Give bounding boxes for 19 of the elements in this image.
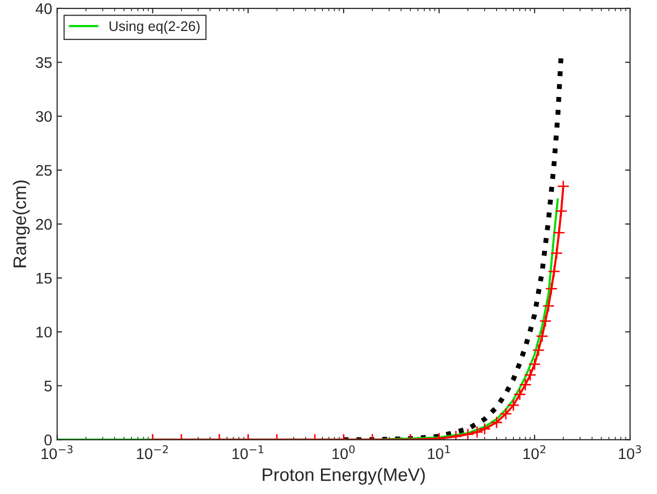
y-tick-label: 15	[36, 272, 52, 284]
y-tick-label: 20	[36, 218, 52, 230]
y-tick-label: 5	[44, 380, 52, 392]
x-tick-label: 10$^{−1}$	[232, 445, 264, 460]
x-tick-label: 10$^{2}$	[524, 445, 546, 460]
x-axis-title: Proton Energy(MeV)	[262, 468, 425, 485]
x-tick-label: 10$^{−3}$	[42, 445, 72, 460]
y-tick-label: 40	[36, 3, 52, 14]
y-tick-label: 0	[44, 434, 52, 446]
y-tick-label: 25	[36, 164, 52, 176]
y-tick-label: 30	[36, 111, 52, 122]
y-tick-label: 10	[36, 326, 52, 338]
x-tick-label: 10$^{3}$	[619, 445, 641, 460]
x-tick-label: 10$^{1}$	[428, 445, 450, 460]
y-tick-label: 35	[36, 57, 52, 68]
x-tick-label: 10$^{−2}$	[137, 445, 168, 460]
legend-label: Using eq(2-26)	[110, 20, 200, 34]
x-tick-label: 10$^{0}$	[332, 445, 355, 460]
y-axis-title: Range(cm)	[12, 180, 30, 268]
